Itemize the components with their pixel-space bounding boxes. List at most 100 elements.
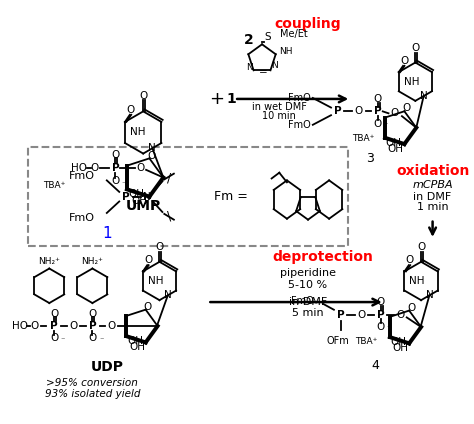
Text: N: N <box>271 61 278 70</box>
Text: coupling: coupling <box>275 17 341 31</box>
Text: O: O <box>88 334 97 343</box>
Text: O: O <box>407 303 415 313</box>
Text: OH: OH <box>127 336 143 346</box>
Text: P: P <box>337 310 345 320</box>
FancyBboxPatch shape <box>28 147 348 246</box>
Text: O: O <box>377 297 385 307</box>
Text: O: O <box>144 255 152 265</box>
Text: 5 min: 5 min <box>292 308 324 318</box>
Text: O: O <box>108 321 116 331</box>
Text: OH: OH <box>132 196 148 206</box>
Text: O: O <box>90 163 99 173</box>
Text: 1 min: 1 min <box>417 202 448 212</box>
Text: O: O <box>374 119 382 129</box>
Text: O: O <box>147 151 155 162</box>
Text: NH: NH <box>130 128 145 137</box>
Text: N: N <box>420 91 428 101</box>
Text: O: O <box>377 322 385 332</box>
Text: P: P <box>111 163 119 173</box>
Text: N: N <box>143 192 151 202</box>
Text: ⁻: ⁻ <box>61 335 65 344</box>
Text: HO: HO <box>71 163 87 173</box>
Text: \: \ <box>167 209 171 222</box>
Text: /: / <box>167 171 171 184</box>
Text: ⁻: ⁻ <box>387 324 391 333</box>
Text: OH: OH <box>129 342 145 352</box>
Text: ⁻: ⁻ <box>121 180 126 189</box>
Text: in DMF: in DMF <box>289 297 327 307</box>
Text: 4: 4 <box>371 359 379 372</box>
Text: NH: NH <box>409 276 425 286</box>
Text: NH₂⁺: NH₂⁺ <box>38 257 60 266</box>
Text: piperidine: piperidine <box>280 268 336 278</box>
Text: deprotection: deprotection <box>272 250 373 264</box>
Text: OH: OH <box>386 138 402 148</box>
Text: 1: 1 <box>102 226 111 240</box>
Text: P: P <box>377 310 385 320</box>
Text: =: = <box>259 67 267 77</box>
Text: NH: NH <box>148 276 163 286</box>
Text: TBA⁺: TBA⁺ <box>356 337 378 346</box>
Text: 10 min: 10 min <box>262 111 296 121</box>
Text: P: P <box>122 192 130 202</box>
Text: O: O <box>69 321 77 331</box>
Text: O: O <box>111 150 119 159</box>
Text: O: O <box>50 309 58 318</box>
Text: FmO: FmO <box>69 170 95 181</box>
Text: O: O <box>357 310 366 320</box>
Text: O: O <box>136 163 145 173</box>
Text: N: N <box>164 290 172 300</box>
Text: O: O <box>406 255 414 265</box>
Text: HO: HO <box>11 321 27 331</box>
Text: 1: 1 <box>227 92 236 106</box>
Text: UMP: UMP <box>126 199 161 213</box>
Text: in DMF: in DMF <box>413 192 452 202</box>
Text: O: O <box>402 103 410 113</box>
Text: OFm: OFm <box>327 336 349 346</box>
Text: O: O <box>155 243 164 252</box>
Text: 2: 2 <box>244 33 254 47</box>
Text: O: O <box>127 105 135 115</box>
Text: N: N <box>426 290 433 300</box>
Text: UDP: UDP <box>90 360 123 374</box>
Text: O: O <box>144 302 152 312</box>
Text: 93% isolated yield: 93% isolated yield <box>45 389 140 399</box>
Text: in wet DMF: in wet DMF <box>252 102 307 112</box>
Text: O: O <box>31 321 39 331</box>
Text: FmO: FmO <box>288 120 311 130</box>
Text: P: P <box>334 106 342 116</box>
Text: O: O <box>397 310 405 320</box>
Text: mCPBA: mCPBA <box>412 180 453 190</box>
Text: oxidation: oxidation <box>396 164 469 178</box>
Text: 3: 3 <box>366 152 374 165</box>
Text: FmO: FmO <box>291 296 314 306</box>
Text: P: P <box>50 321 58 331</box>
Text: OH: OH <box>388 144 404 154</box>
Text: P: P <box>374 106 382 116</box>
Text: O: O <box>139 91 147 100</box>
Text: O: O <box>374 94 382 104</box>
Text: ⁻: ⁻ <box>99 335 103 344</box>
Text: O: O <box>417 243 425 252</box>
Text: TBA⁺: TBA⁺ <box>352 134 375 143</box>
Text: NH₂⁺: NH₂⁺ <box>82 257 103 266</box>
Text: P: P <box>89 321 96 331</box>
Text: OH: OH <box>391 337 407 347</box>
Text: FmO: FmO <box>288 93 311 103</box>
Text: ⁻: ⁻ <box>384 121 388 130</box>
Text: NH: NH <box>403 77 419 86</box>
Text: FmO: FmO <box>69 213 95 223</box>
Text: S: S <box>264 32 271 42</box>
Text: TBA⁺: TBA⁺ <box>43 181 65 190</box>
Text: O: O <box>400 56 408 66</box>
Text: OH: OH <box>392 343 409 353</box>
Text: OH: OH <box>128 189 145 199</box>
Text: NH: NH <box>279 47 293 56</box>
Text: +: + <box>210 90 225 108</box>
Text: 5-10 %: 5-10 % <box>289 280 328 290</box>
Text: >95% conversion: >95% conversion <box>46 377 138 388</box>
Text: N: N <box>148 143 156 153</box>
Text: O: O <box>390 108 398 118</box>
Text: O: O <box>50 334 58 343</box>
Text: O: O <box>411 43 419 53</box>
